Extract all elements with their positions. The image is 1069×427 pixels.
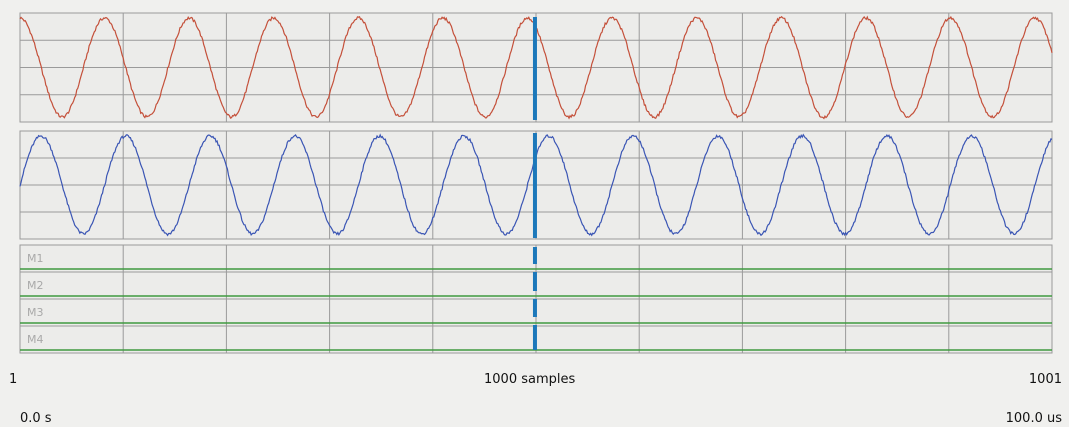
digital-channel-label: M3 xyxy=(27,306,44,319)
digital-channel-label: M4 xyxy=(27,333,44,346)
end-sample-label: 1001 xyxy=(1028,372,1062,387)
sample-count-label: 1000 samples xyxy=(484,372,576,387)
end-time-label: 100.0 us xyxy=(1005,411,1062,426)
digital-channel-label: M1 xyxy=(27,252,44,265)
digital-channel-label: M2 xyxy=(27,279,44,292)
start-time-label: 0.0 s xyxy=(20,411,52,426)
start-sample-label: 1 xyxy=(9,372,18,387)
waveform-display: M1 M2 M3 M4 xyxy=(19,12,1053,354)
